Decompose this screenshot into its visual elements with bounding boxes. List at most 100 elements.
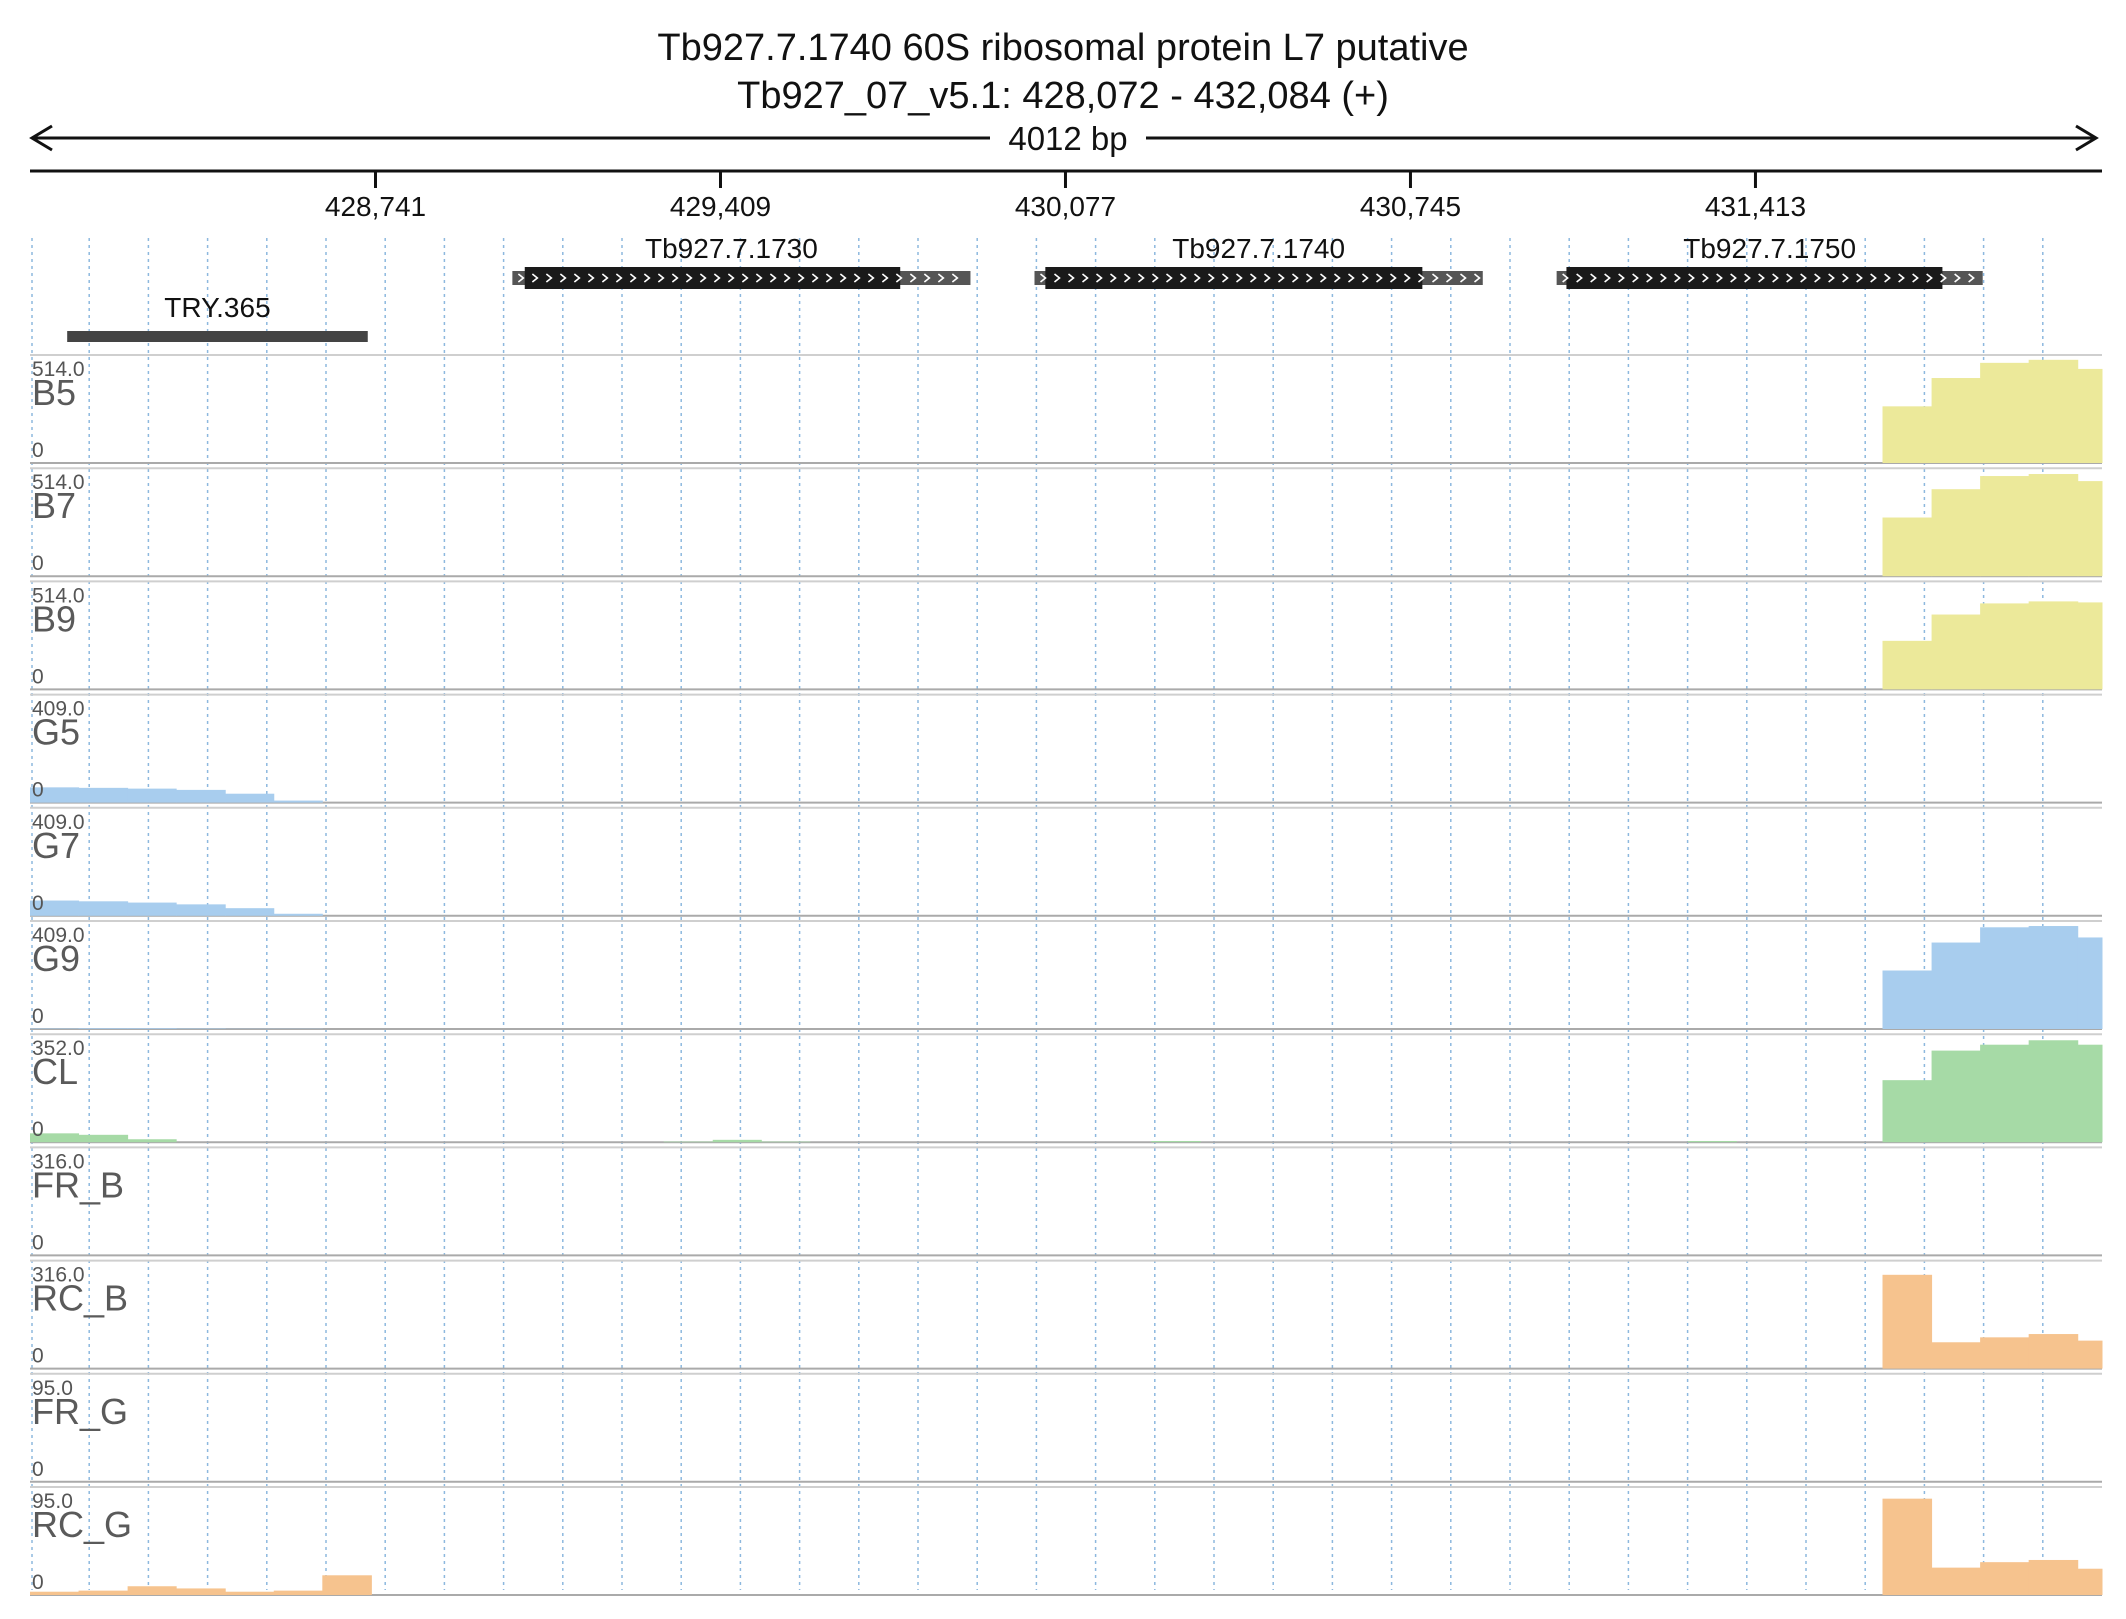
coverage-bar: [1882, 517, 1933, 577]
track-name: CL: [32, 1051, 78, 1092]
coverage-bar: [2077, 1340, 2103, 1369]
track-min-label: 0: [32, 552, 44, 575]
track-min-label: 0: [32, 1118, 44, 1141]
coverage-bar: [127, 902, 177, 916]
coverage-bar: [225, 1591, 275, 1595]
ruler-tick-label: 428,741: [325, 191, 426, 222]
coverage-bar: [2077, 602, 2103, 690]
chevron-icon: [1445, 273, 1453, 283]
chevron-icon: [1884, 273, 1891, 283]
coverage-bar: [2077, 1044, 2103, 1143]
chevron-icon: [1870, 273, 1877, 283]
chevron-icon: [1618, 273, 1625, 283]
chevron-icon: [1193, 273, 1201, 283]
coverage-bar: [2028, 926, 2079, 1029]
gene-cds: [524, 267, 901, 289]
chevron-icon: [741, 273, 749, 283]
coverage-bar: [127, 1586, 177, 1595]
track-min-label: 0: [32, 1345, 44, 1368]
chevron-icon: [1842, 273, 1849, 283]
chevron-icon: [1263, 273, 1271, 283]
track-name: RC_B: [32, 1278, 128, 1319]
chevron-icon: [1856, 273, 1863, 283]
track-b5: 514.0B5 0: [30, 354, 2103, 464]
chevron-icon: [1305, 273, 1313, 283]
coverage-bar: [1882, 1498, 1933, 1595]
coverage-bar: [78, 1134, 129, 1143]
chevron-icon: [727, 273, 735, 283]
chevron-icon: [1151, 273, 1159, 283]
coverage-bar: [1882, 640, 1933, 690]
coverage-bar: [1931, 942, 1981, 1029]
coverage-bar: [2077, 1568, 2103, 1595]
chevron-icon: [699, 273, 707, 283]
track-name: B5: [32, 372, 76, 413]
track-max-label: 409.0: [32, 698, 85, 721]
coverage-bar: [1980, 476, 2030, 577]
coverage-bar: [1980, 927, 2030, 1029]
feature-track: Tb927.7.1730 Tb927.7.1740 Tb927.7.1750 TRY.…: [67, 233, 1983, 342]
track-max-label: 316.0: [32, 1150, 85, 1173]
coverage-bar: [1882, 1274, 1933, 1369]
chevron-icon: [1590, 273, 1597, 283]
track-max-label: 514.0: [32, 358, 85, 381]
track-cl: 352.0CL 0: [30, 1033, 2103, 1144]
chevron-icon: [951, 273, 959, 283]
chevron-icon: [1417, 273, 1425, 283]
track-g5: 409.0G5 0: [30, 693, 2102, 804]
coverage-bar: [2028, 1559, 2079, 1595]
chevron-icon: [1674, 273, 1681, 283]
coverage-bar: [1980, 1562, 2030, 1595]
chevron-icon: [517, 273, 525, 283]
chevron-icon: [1604, 273, 1611, 283]
chevron-icon: [1333, 273, 1341, 283]
chevron-icon: [615, 273, 623, 283]
gridlines: [31, 238, 2044, 1590]
gene-label: Tb927.7.1740: [1172, 233, 1345, 264]
coverage-bar: [30, 787, 80, 803]
chevron-icon: [1968, 273, 1975, 283]
chevron-icon: [531, 273, 539, 283]
coverage-bar: [225, 793, 275, 803]
chevron-icon: [1389, 273, 1397, 283]
coverage-bar: [176, 789, 226, 803]
chevron-icon: [1095, 273, 1103, 283]
coverage-bar: [1931, 1050, 1981, 1143]
ruler-tick-label: 431,413: [1705, 191, 1806, 222]
track-max-label: 514.0: [32, 471, 85, 494]
chevron-icon: [545, 273, 553, 283]
chevron-icon: [839, 273, 847, 283]
span-arrow: [29, 124, 2099, 152]
coverage-bar: [1882, 970, 1933, 1029]
coverage-bar: [761, 1141, 811, 1143]
chevron-icon: [657, 273, 665, 283]
chevron-icon: [755, 273, 763, 283]
track-min-label: 0: [32, 779, 44, 802]
coverage-bar: [30, 900, 80, 916]
coverage-bar: [1980, 1337, 2030, 1369]
chevron-icon: [1912, 273, 1919, 283]
coverage-bar: [2028, 601, 2079, 690]
chevron-icon: [1646, 273, 1653, 283]
track-max-label: 316.0: [32, 1264, 85, 1287]
chevron-icon: [1207, 273, 1215, 283]
chevron-icon: [1954, 273, 1961, 283]
chevron-icon: [1081, 273, 1089, 283]
chevron-icon: [1221, 273, 1229, 283]
coverage-bar: [176, 1028, 226, 1029]
coverage-bar: [78, 787, 129, 803]
chart-title: Tb927.7.1740 60S ribosomal protein L7 pu…: [657, 27, 1468, 69]
chevron-icon: [587, 273, 595, 283]
coverage-bar: [2028, 474, 2079, 577]
coverage-bar: [2028, 359, 2079, 463]
chevron-icon: [1459, 273, 1467, 283]
coverage-bar: [127, 1139, 177, 1143]
chevron-icon: [923, 273, 931, 283]
track-g9: 409.0G9 0: [30, 920, 2103, 1030]
gene-cds: [1566, 267, 1943, 289]
track-name: RC_G: [32, 1504, 132, 1545]
chevron-icon: [1772, 273, 1779, 283]
chevron-icon: [1039, 273, 1047, 283]
coverage-bar: [1980, 603, 2030, 690]
chevron-icon: [769, 273, 777, 283]
